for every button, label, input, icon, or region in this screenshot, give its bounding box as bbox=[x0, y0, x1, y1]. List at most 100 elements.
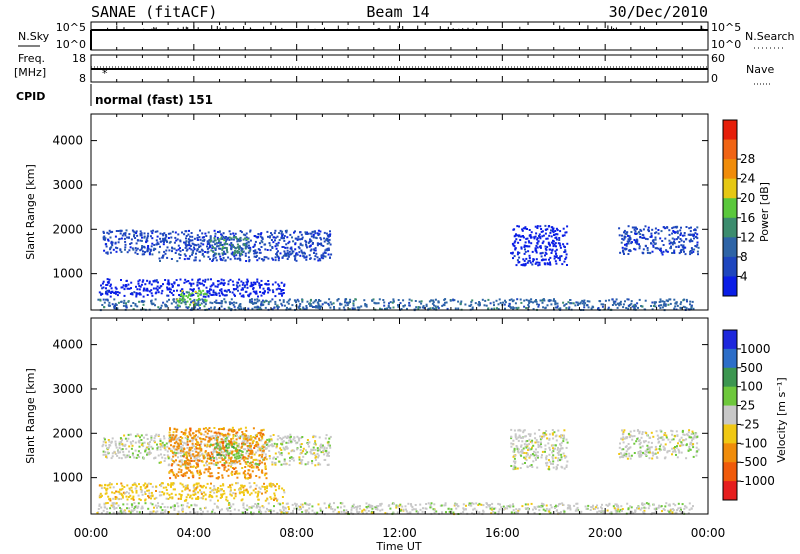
data-cell bbox=[676, 230, 679, 233]
data-cell bbox=[196, 443, 199, 446]
data-cell bbox=[273, 232, 276, 235]
data-cell bbox=[306, 503, 309, 506]
data-cell bbox=[249, 473, 252, 476]
data-cell bbox=[358, 511, 361, 513]
data-cell bbox=[243, 433, 246, 436]
data-cell bbox=[614, 300, 617, 303]
data-cell bbox=[389, 307, 392, 310]
data-cell bbox=[294, 230, 296, 233]
data-cell bbox=[434, 298, 437, 301]
data-cell bbox=[198, 458, 201, 461]
data-cell bbox=[234, 459, 237, 462]
data-cell bbox=[249, 246, 252, 249]
data-cell bbox=[545, 237, 548, 240]
data-cell bbox=[208, 437, 211, 440]
data-cell bbox=[274, 457, 277, 460]
data-cell bbox=[227, 435, 230, 438]
data-cell bbox=[174, 231, 177, 234]
data-cell bbox=[282, 509, 285, 512]
data-cell bbox=[114, 286, 117, 289]
data-cell bbox=[192, 301, 195, 304]
data-cell bbox=[259, 434, 262, 436]
data-cell bbox=[143, 436, 145, 439]
data-cell bbox=[273, 306, 276, 309]
data-cell bbox=[180, 469, 183, 472]
data-cell bbox=[343, 510, 345, 513]
data-cell bbox=[214, 256, 217, 259]
data-cell bbox=[627, 234, 629, 237]
data-cell bbox=[315, 455, 318, 458]
data-cell bbox=[216, 435, 219, 437]
colorbar-frame bbox=[722, 119, 738, 297]
data-cell bbox=[210, 249, 213, 252]
data-cell bbox=[512, 505, 515, 508]
data-cell bbox=[113, 450, 116, 453]
data-cell bbox=[194, 291, 197, 293]
data-cell bbox=[559, 307, 562, 310]
data-cell bbox=[615, 503, 618, 506]
data-cell bbox=[217, 453, 220, 456]
data-cell bbox=[314, 247, 317, 250]
data-cell bbox=[138, 288, 141, 291]
data-cell bbox=[160, 494, 163, 497]
data-cell bbox=[216, 453, 219, 456]
data-cell bbox=[187, 241, 190, 244]
data-cell bbox=[667, 509, 670, 512]
data-cell bbox=[671, 511, 674, 514]
data-cell bbox=[399, 302, 402, 305]
data-cell bbox=[683, 240, 685, 243]
data-cell bbox=[210, 284, 213, 287]
data-cell bbox=[215, 461, 217, 464]
data-cell bbox=[166, 445, 169, 448]
data-cell bbox=[654, 236, 657, 239]
data-cell bbox=[198, 459, 201, 462]
data-cell bbox=[166, 506, 169, 509]
data-cell bbox=[674, 231, 677, 234]
data-cell bbox=[421, 306, 424, 309]
data-cell bbox=[130, 497, 133, 500]
data-cell bbox=[384, 512, 387, 515]
data-cell bbox=[633, 304, 635, 307]
data-cell bbox=[480, 503, 483, 506]
data-cell bbox=[244, 456, 247, 459]
data-cell bbox=[133, 508, 136, 511]
data-cell bbox=[129, 441, 132, 444]
data-cell bbox=[127, 454, 130, 457]
data-cell bbox=[230, 456, 233, 459]
data-cell bbox=[196, 461, 199, 464]
colorbar-tick-label: 12 bbox=[740, 230, 755, 244]
data-cell bbox=[169, 477, 172, 480]
data-cell bbox=[256, 298, 259, 301]
data-cell bbox=[324, 458, 327, 461]
data-cell bbox=[329, 306, 332, 309]
data-cell bbox=[281, 246, 284, 248]
data-cell bbox=[312, 233, 315, 236]
data-cell bbox=[150, 491, 153, 494]
data-cell bbox=[234, 466, 237, 469]
data-cell bbox=[154, 304, 156, 307]
data-cell bbox=[215, 432, 218, 435]
data-cell bbox=[218, 247, 221, 250]
data-cell bbox=[170, 283, 173, 286]
data-cell bbox=[191, 465, 194, 468]
data-cell bbox=[314, 249, 317, 252]
data-cell bbox=[304, 452, 307, 455]
data-cell bbox=[391, 301, 394, 304]
data-cell bbox=[556, 305, 559, 308]
data-cell bbox=[691, 300, 694, 303]
data-cell bbox=[281, 292, 284, 295]
data-cell bbox=[259, 242, 261, 245]
data-cell bbox=[231, 473, 234, 476]
data-cell bbox=[690, 247, 693, 250]
data-cell bbox=[199, 282, 202, 285]
data-cell bbox=[244, 457, 247, 460]
data-cell bbox=[197, 452, 200, 455]
data-cell bbox=[309, 238, 311, 241]
data-cell bbox=[584, 505, 587, 508]
data-cell bbox=[192, 288, 195, 291]
data-cell bbox=[562, 227, 565, 230]
data-cell bbox=[191, 436, 194, 439]
data-cell bbox=[105, 455, 107, 458]
data-cell bbox=[105, 292, 108, 295]
data-cell bbox=[181, 490, 184, 493]
